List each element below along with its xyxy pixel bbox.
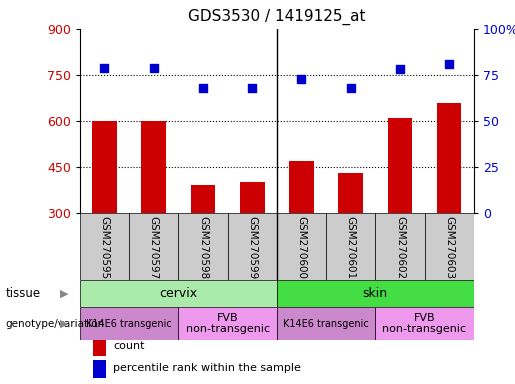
Point <box>100 65 109 71</box>
Text: GSM270598: GSM270598 <box>198 217 208 280</box>
Text: GSM270603: GSM270603 <box>444 217 454 280</box>
Bar <box>80 213 129 280</box>
Bar <box>228 213 277 280</box>
Point <box>445 61 453 67</box>
Text: K14E6 transgenic: K14E6 transgenic <box>283 318 369 329</box>
Bar <box>424 213 474 280</box>
Text: tissue: tissue <box>5 287 40 300</box>
Bar <box>375 307 474 340</box>
Bar <box>289 161 314 213</box>
Bar <box>178 213 228 280</box>
Bar <box>326 213 375 280</box>
Bar <box>375 213 424 280</box>
Bar <box>80 307 178 340</box>
Bar <box>92 121 117 213</box>
Point <box>396 66 404 73</box>
Bar <box>388 118 412 213</box>
Bar <box>277 307 375 340</box>
Point <box>347 85 355 91</box>
Point <box>199 85 207 91</box>
Title: GDS3530 / 1419125_at: GDS3530 / 1419125_at <box>188 8 366 25</box>
Bar <box>142 121 166 213</box>
Text: GSM270595: GSM270595 <box>99 217 110 280</box>
Bar <box>178 307 277 340</box>
Text: GSM270602: GSM270602 <box>395 217 405 280</box>
Text: cervix: cervix <box>159 287 197 300</box>
Text: GSM270597: GSM270597 <box>149 217 159 280</box>
Bar <box>338 173 363 213</box>
Bar <box>437 103 461 213</box>
Bar <box>93 360 106 378</box>
Text: FVB
non-transgenic: FVB non-transgenic <box>185 313 270 334</box>
Point <box>297 76 305 82</box>
Bar <box>93 338 106 356</box>
Text: GSM270601: GSM270601 <box>346 217 356 280</box>
Bar <box>277 213 326 280</box>
Text: ▶: ▶ <box>60 289 68 299</box>
Text: skin: skin <box>363 287 388 300</box>
Point <box>248 85 256 91</box>
Bar <box>277 280 474 307</box>
Bar <box>240 182 265 213</box>
Text: K14E6 transgenic: K14E6 transgenic <box>86 318 172 329</box>
Text: percentile rank within the sample: percentile rank within the sample <box>113 363 301 373</box>
Bar <box>191 185 215 213</box>
Text: ▶: ▶ <box>60 318 68 329</box>
Text: FVB
non-transgenic: FVB non-transgenic <box>383 313 467 334</box>
Text: genotype/variation: genotype/variation <box>5 318 104 329</box>
Point <box>149 65 158 71</box>
Bar <box>129 213 178 280</box>
Bar <box>80 280 277 307</box>
Text: GSM270599: GSM270599 <box>247 217 257 280</box>
Text: count: count <box>113 341 145 351</box>
Text: GSM270600: GSM270600 <box>297 217 306 280</box>
